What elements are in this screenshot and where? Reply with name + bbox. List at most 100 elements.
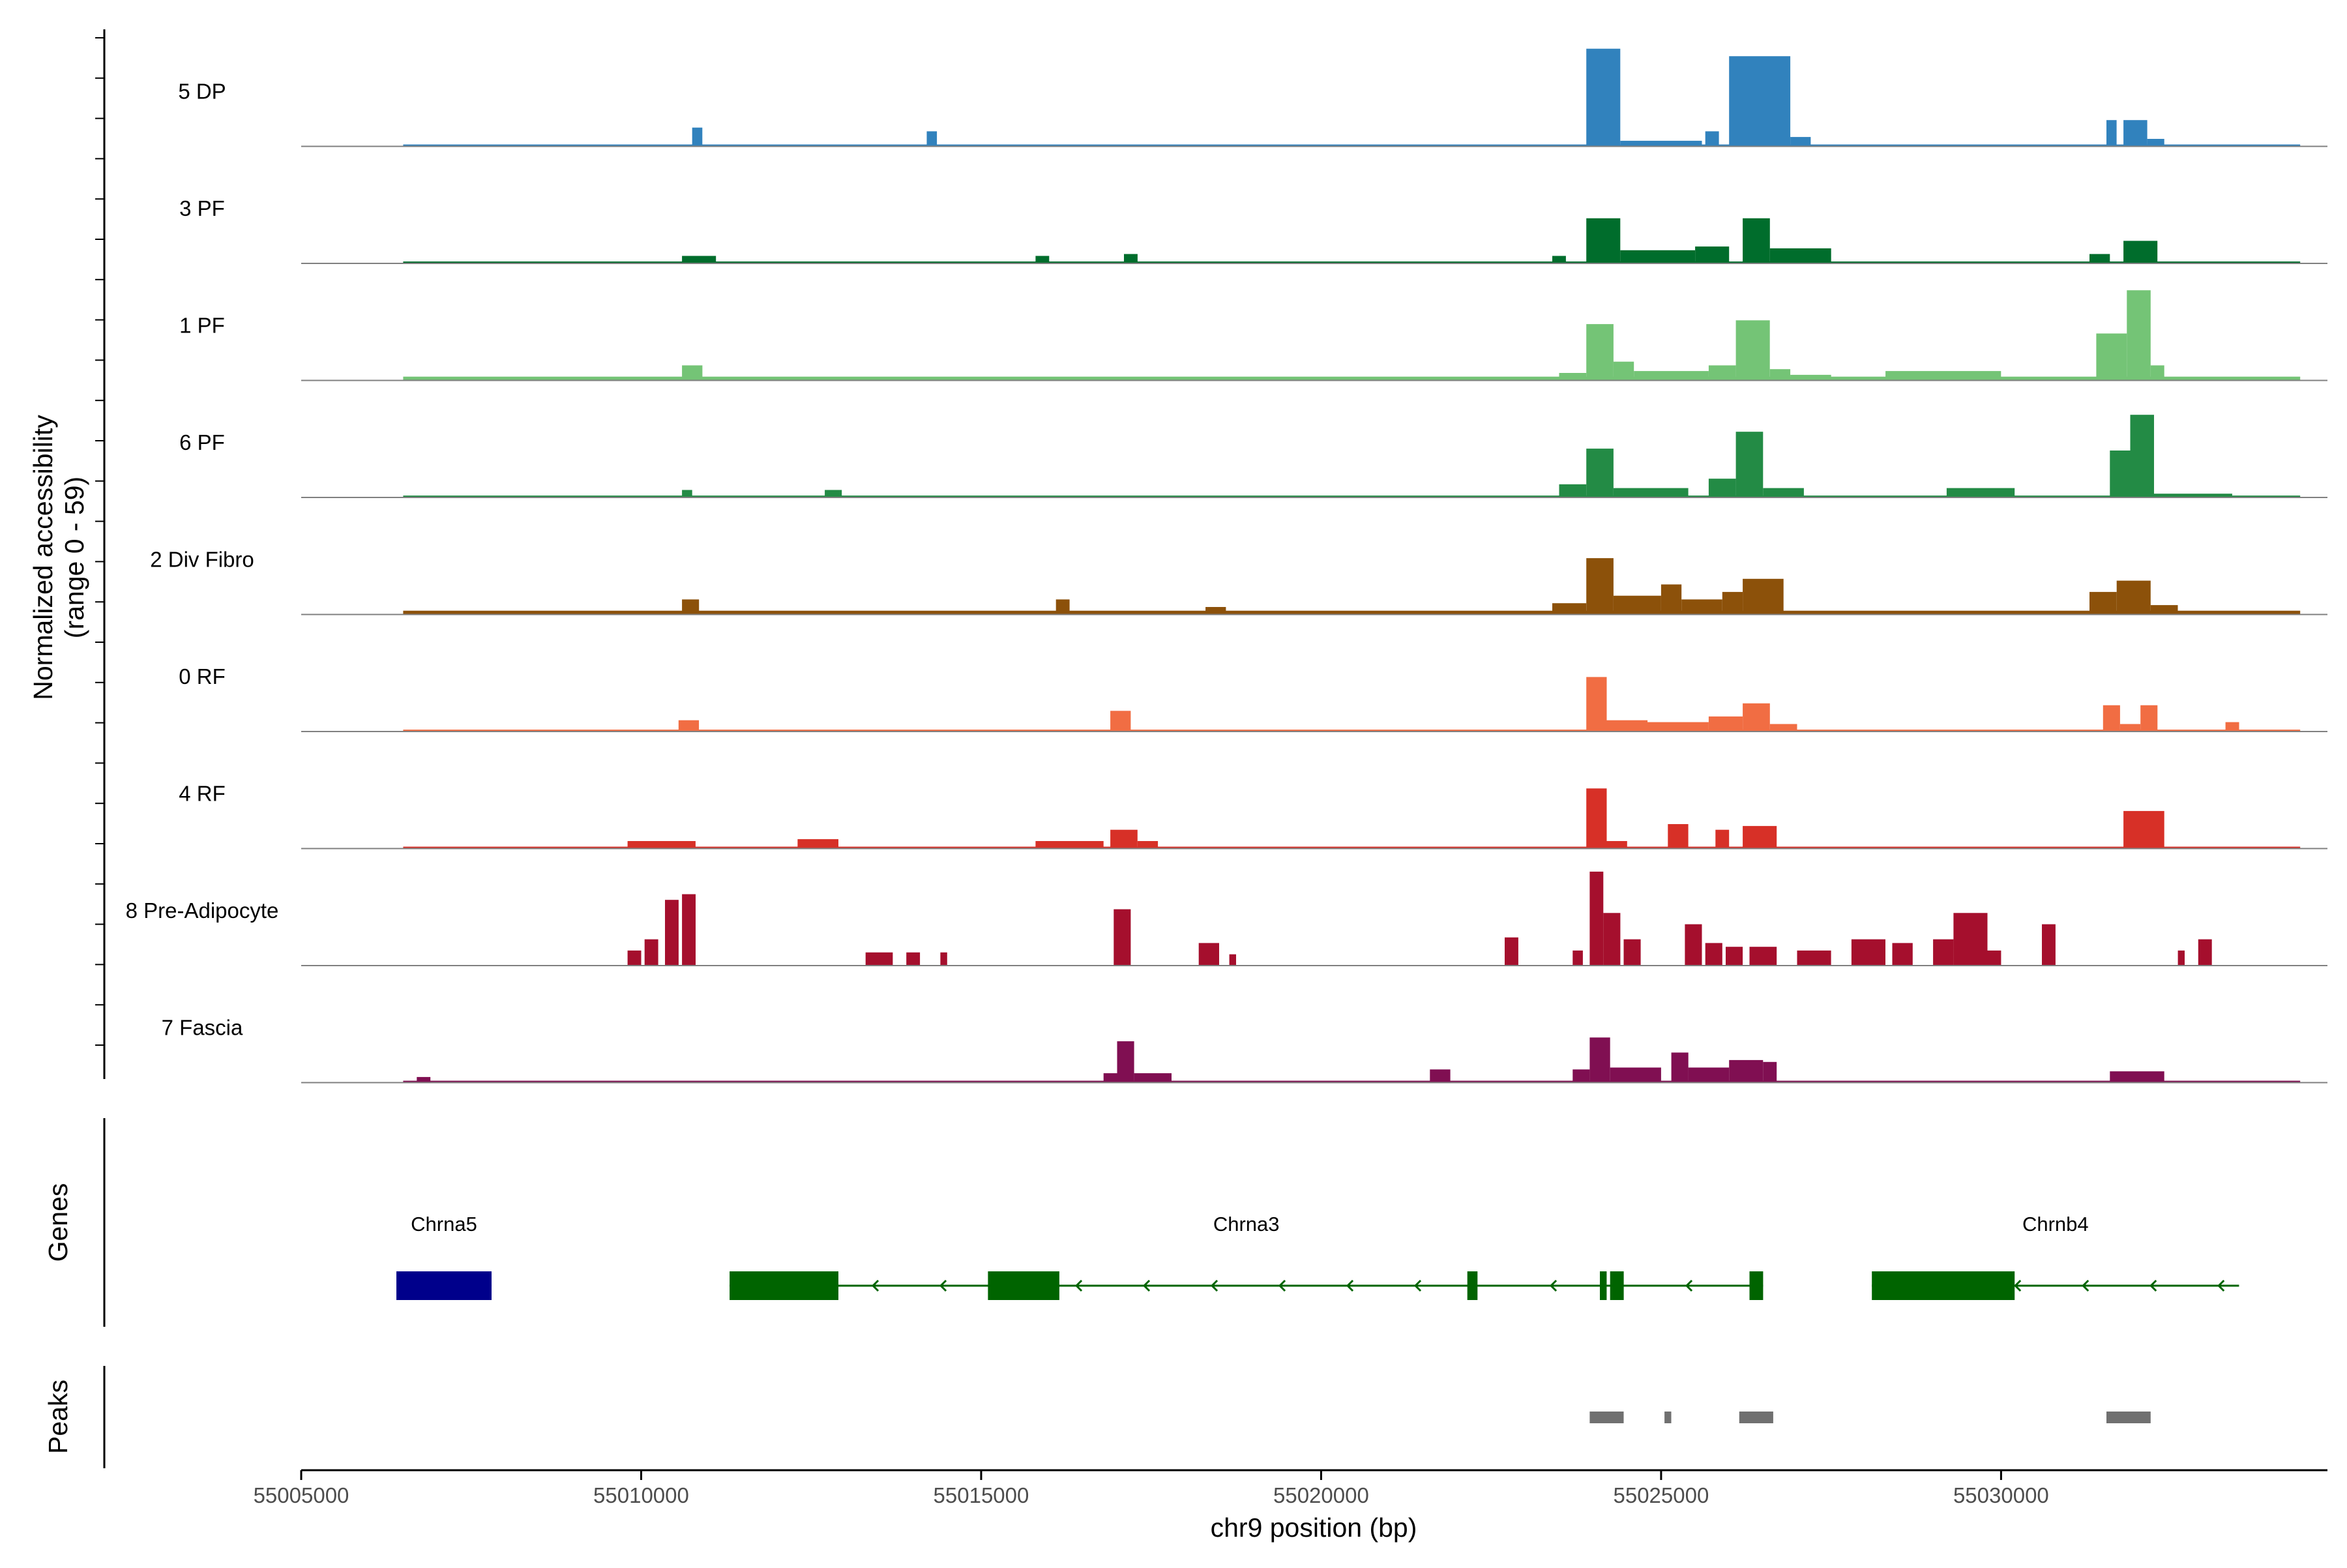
coverage-bar-6-pf [825,490,842,497]
tracks-layer: 5 DP 3 PF 1 PF 6 PF 2 Div Fibro 0 RF 4 RF 8 Pre… [126,48,2327,1084]
coverage-bar-5-dp [2147,139,2164,147]
coverage-bar-4-rf [1743,825,1777,849]
coverage-bar-6-pf [1735,432,1764,497]
coverage-bar-7-fascia [1572,1069,1590,1083]
coverage-bar-2-div-fibro [1552,603,1587,615]
coverage-bar-7-fascia [1763,1061,1777,1083]
x-tick-label: 55025000 [1613,1483,1709,1507]
coverage-bar-3-pf [2089,254,2110,263]
coverage-bar-1-pf [1586,324,1614,381]
coverage-bar-8-pre-adipocyte [1933,939,1954,966]
track-label-1-pf: 1 PF [179,314,225,338]
genes-layer: Chrna5 Chrna3 Chrnb4 [396,1213,2239,1300]
coverage-bar-3-pf [1769,248,1831,263]
strand-arrow-chrnb4 [2082,1279,2089,1292]
peak-region [1664,1412,1672,1423]
coverage-bar-4-rf [1137,841,1159,849]
strand-arrow-chrnb4 [2014,1279,2022,1292]
coverage-bar-5-dp [1729,56,1791,147]
track-label-4-rf: 4 RF [179,782,226,806]
coverage-bar-1-pf [403,376,2301,381]
coverage-bar-2-div-fibro [2116,580,2151,615]
coverage-bar-0-rf [1647,722,1709,732]
coverage-bar-3-pf [1124,254,1138,263]
coverage-bar-0-rf [1708,716,1743,732]
coverage-bar-5-dp [1586,48,1621,147]
coverage-bar-8-pre-adipocyte [1749,947,1777,966]
coverage-bar-7-fascia [2110,1071,2164,1083]
coverage-bar-2-div-fibro [1681,599,1722,615]
coverage-bar-2-div-fibro [2150,605,2178,615]
coverage-bar-0-rf [2225,722,2239,732]
coverage-bar-6-pf [1946,488,2015,497]
exon-chrna3 [1467,1271,1478,1300]
coverage-bar-4-rf [1668,824,1689,849]
strand-arrow-chrna3 [1210,1279,1218,1292]
track-0-rf: 0 RF [179,664,2327,732]
coverage-bar-2-div-fibro [1661,584,1682,615]
coverage-bar-7-fascia [403,1080,2301,1083]
exon-chrnb4 [1872,1271,2015,1300]
exon-chrna3 [1749,1271,1764,1300]
coverage-bar-3-pf [1586,218,1621,263]
x-axis-title: chr9 position (bp) [1211,1513,1417,1543]
coverage-bar-8-pre-adipocyte [2198,939,2212,966]
coverage-bar-8-pre-adipocyte [940,952,947,966]
coverage-bar-4-rf [1715,829,1730,849]
axes-layer: Normalized accessibility (range 0 - 59) … [28,29,2327,1543]
coverage-bar-4-rf [403,846,2301,849]
x-tick-label: 55010000 [593,1483,689,1507]
coverage-bar-4-rf [797,839,838,849]
x-tick-label: 55015000 [934,1483,1029,1507]
coverage-bar-5-dp [1790,137,1811,147]
coverage-bar-2-div-fibro [1743,578,1784,615]
track-7-fascia: 7 Fascia [162,1016,2327,1084]
coverage-bar-0-rf [1743,703,1770,732]
coverage-bar-7-fascia [1688,1067,1730,1083]
coverage-bar-0-rf [2119,724,2141,732]
coverage-bar-7-fascia [1117,1041,1134,1083]
coverage-bar-8-pre-adipocyte [1987,950,2001,966]
coverage-bar-1-pf [1946,371,2001,381]
strand-arrow-chrna3 [1346,1279,1354,1292]
coverage-bar-6-pf [2130,415,2154,497]
track-label-3-pf: 3 PF [179,196,225,220]
coverage-bar-1-pf [1559,373,1587,381]
coverage-bar-1-pf [1613,361,1634,381]
track-4-rf: 4 RF [179,782,2327,850]
coverage-bar-5-dp [2123,120,2148,147]
coverage-bar-2-div-fibro [403,610,2301,615]
peak-region [1589,1412,1624,1423]
coverage-bar-4-rf [2123,810,2164,849]
strand-arrow-chrna3 [1142,1279,1151,1292]
track-8-pre-adipocyte: 8 Pre-Adipocyte [126,871,2327,966]
strand-arrow-chrna3 [871,1279,879,1292]
track-label-5-dp: 5 DP [178,80,226,104]
coverage-bar-4-rf [1110,829,1138,849]
coverage-bar-5-dp [692,127,703,147]
coverage-bar-8-pre-adipocyte [1623,939,1641,966]
exon-chrna5 [396,1271,492,1300]
track-label-0-rf: 0 RF [179,664,226,688]
coverage-bar-8-pre-adipocyte [1198,943,1219,966]
coverage-bar-0-rf [1110,711,1131,732]
exon-chrna3 [1600,1271,1607,1300]
coverage-bar-3-pf [1552,256,1566,263]
coverage-bar-8-pre-adipocyte [1505,937,1518,966]
coverage-bar-8-pre-adipocyte [2042,924,2056,966]
coverage-bar-4-rf [627,841,696,849]
x-tick-label: 55030000 [1953,1483,2049,1507]
coverage-bar-3-pf [1620,250,1695,263]
peak-region [1739,1412,1773,1423]
genes-axis-label: Genes [43,1183,73,1262]
coverage-bar-8-pre-adipocyte [865,952,893,966]
coverage-bar-2-div-fibro [1722,591,1743,615]
coverage-bar-7-fascia [1103,1073,1117,1083]
track-6-pf: 6 PF [179,415,2327,498]
coverage-bar-6-pf [682,490,692,497]
strand-arrow-chrna3 [1413,1279,1422,1292]
coverage-bar-8-pre-adipocyte [644,939,658,966]
gene-label-chrna5: Chrna5 [411,1213,477,1235]
coverage-bar-6-pf [1586,449,1614,497]
